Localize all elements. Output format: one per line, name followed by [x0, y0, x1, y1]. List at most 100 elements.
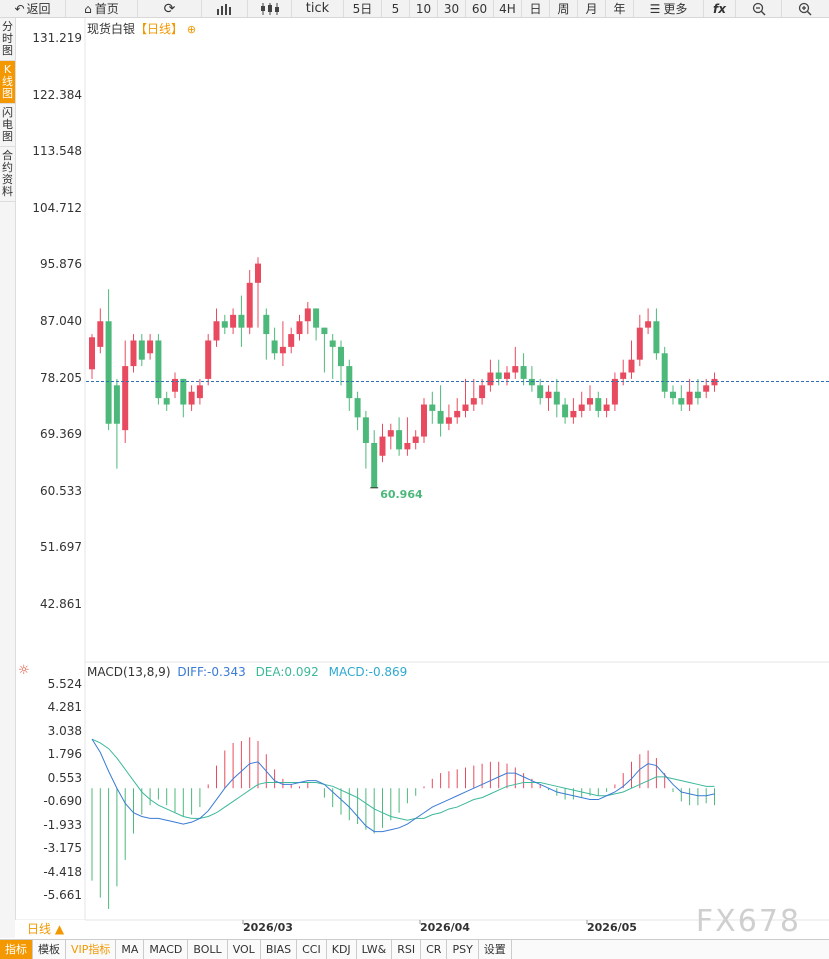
candle-body [387, 430, 394, 437]
macd-axis-label: 1.796 [47, 747, 82, 761]
candle-body [155, 340, 162, 399]
month-button[interactable]: 月 [578, 0, 606, 17]
tab-vip-indicators[interactable]: VIP指标 [66, 940, 117, 959]
candle-body [138, 340, 145, 360]
candle-body [470, 398, 477, 405]
macd-axis-label: 3.038 [47, 724, 82, 738]
week-button[interactable]: 周 [550, 0, 578, 17]
candle-body [196, 385, 203, 399]
candle-body [404, 442, 411, 450]
candle-body [147, 340, 154, 354]
candle-body [221, 321, 228, 328]
five-day-button[interactable]: 5日 [344, 0, 382, 17]
candle-body [462, 404, 469, 411]
candle-body [412, 436, 419, 443]
candle-body [113, 385, 120, 424]
refresh-icon: ⟳ [163, 0, 176, 17]
m10-button[interactable]: 10 [410, 0, 438, 17]
tab-settings[interactable]: 设置 [479, 940, 512, 959]
side-tab-bar: 分时图 K线图 闪电图 合约资料 [0, 18, 16, 938]
candle-body [645, 321, 652, 328]
candle-body [354, 398, 361, 418]
price-axis-label: 104.712 [32, 201, 82, 215]
m60-label: 60 [471, 1, 488, 16]
formula-button[interactable]: fx [704, 0, 736, 17]
tab-ma[interactable]: MA [116, 940, 145, 959]
indicator-tab-bar: 指标 模板 VIP指标 MA MACD BOLL VOL BIAS CCI KD… [0, 939, 829, 959]
candle-chart-type-button[interactable] [248, 0, 292, 17]
tab-time-sharing[interactable]: 分时图 [0, 18, 15, 61]
candle-body [537, 385, 544, 399]
day-button[interactable]: 日 [522, 0, 550, 17]
zoom-out-button[interactable] [736, 0, 782, 17]
kline-chart[interactable]: 60.964 2026/03 2026/04 2026/05 [0, 0, 829, 938]
tab-rsi[interactable]: RSI [392, 940, 422, 959]
candle-body [288, 334, 295, 347]
macd-settings-icon[interactable]: ☼ [18, 663, 30, 678]
candle-body [694, 391, 701, 399]
m5-button[interactable]: 5 [382, 0, 410, 17]
back-button[interactable]: ↶ 返回 [0, 0, 66, 17]
h4-button[interactable]: 4H [494, 0, 522, 17]
candle-body [122, 366, 129, 431]
candle-body [528, 378, 535, 386]
macd-axis-label: -0.690 [43, 794, 82, 808]
day-label: 日 [529, 2, 542, 16]
bar-chart-type-button[interactable] [202, 0, 248, 17]
tab-kdj[interactable]: KDJ [327, 940, 357, 959]
tab-indicators[interactable]: 指标 [0, 940, 33, 959]
macd-axis-label: -4.418 [43, 865, 82, 879]
add-plus-icon[interactable]: ⊕ [186, 23, 197, 36]
candle-body [636, 327, 643, 360]
candle-body [89, 337, 95, 370]
tab-kline[interactable]: K线图 [0, 61, 15, 104]
candle-body [587, 398, 593, 405]
tab-macd[interactable]: MACD [144, 940, 189, 959]
candle-body [329, 340, 336, 347]
price-axis-label: 122.384 [32, 88, 82, 102]
candle-body [703, 385, 710, 392]
candle-body [421, 404, 427, 437]
candle-body [97, 321, 104, 347]
tab-cci[interactable]: CCI [297, 940, 327, 959]
more-button[interactable]: ☰ 更多 [634, 0, 704, 17]
tab-lw[interactable]: LW& [357, 940, 393, 959]
back-label: 返回 [26, 2, 51, 16]
tab-flash[interactable]: 闪电图 [0, 104, 15, 147]
date-label: 2026/04 [420, 921, 470, 934]
m60-button[interactable]: 60 [466, 0, 494, 17]
tab-cr[interactable]: CR [421, 940, 448, 959]
candle-body [263, 314, 270, 335]
candle-body [553, 391, 560, 405]
tab-templates[interactable]: 模板 [33, 940, 66, 959]
home-button[interactable]: ⌂ 首页 [66, 0, 138, 17]
candle-body [504, 372, 510, 379]
year-button[interactable]: 年 [606, 0, 634, 17]
tick-button[interactable]: tick [292, 0, 344, 17]
tab-contract-info[interactable]: 合约资料 [0, 147, 15, 202]
candle-body [603, 404, 610, 411]
candle-body [255, 263, 261, 283]
tab-bias[interactable]: BIAS [261, 940, 298, 959]
candle-body [213, 321, 220, 341]
top-toolbar: ↶ 返回 ⌂ 首页 ⟳ tick 5日 5 10 30 60 4H 日 周 月 … [0, 0, 829, 18]
candle-body [321, 327, 328, 335]
candle-body [188, 391, 195, 405]
candle-body [479, 385, 486, 399]
candlestick-icon [260, 2, 279, 15]
period-selector[interactable]: 日线 ▲ [15, 920, 85, 938]
candle-body [495, 372, 502, 379]
candle-body [437, 410, 444, 424]
tab-psy[interactable]: PSY [447, 940, 479, 959]
m30-button[interactable]: 30 [438, 0, 466, 17]
candle-body [246, 282, 253, 328]
macd-axis-label: 5.524 [47, 677, 82, 691]
refresh-button[interactable]: ⟳ [138, 0, 202, 17]
candle-body [313, 308, 320, 328]
tab-vol[interactable]: VOL [228, 940, 261, 959]
zoom-in-button[interactable] [782, 0, 828, 17]
date-label: 2026/03 [243, 921, 293, 934]
candle-body [711, 378, 718, 386]
tab-boll[interactable]: BOLL [188, 940, 228, 959]
low-price-label: 60.964 [380, 488, 423, 501]
